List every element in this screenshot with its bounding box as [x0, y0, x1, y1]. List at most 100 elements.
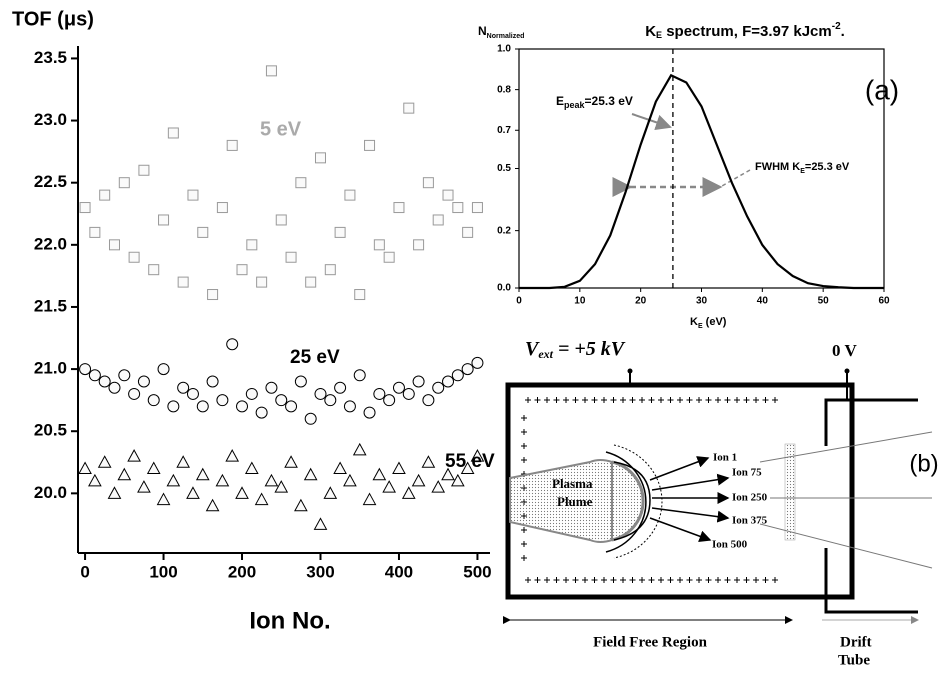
- plus: [629, 397, 636, 403]
- point: [334, 381, 347, 394]
- x-tick-label: 300: [306, 562, 334, 581]
- plus: [591, 397, 598, 403]
- y-tick-label: 23.5: [34, 48, 67, 67]
- region-label: Field Free Region: [593, 634, 708, 650]
- point: [470, 449, 485, 462]
- plus: [743, 397, 750, 403]
- x-tick-label: 30: [696, 296, 708, 307]
- shell: [605, 451, 647, 553]
- inset-y-label: NNormalized: [478, 24, 524, 40]
- plus: [639, 577, 645, 583]
- point: [383, 394, 396, 407]
- point: [108, 239, 120, 251]
- point: [452, 202, 464, 214]
- plus: [677, 397, 683, 403]
- point: [127, 449, 141, 462]
- y-tick-label: 0.2: [497, 225, 511, 236]
- point: [442, 189, 454, 201]
- point: [471, 202, 483, 214]
- y-tick-label: 21.5: [34, 296, 67, 315]
- series-label: 5 eV: [260, 118, 302, 140]
- point: [186, 387, 199, 400]
- point: [216, 202, 228, 214]
- plus: [582, 577, 588, 583]
- y-tick-label: 21.0: [34, 359, 67, 378]
- x-tick-label: 60: [878, 296, 890, 307]
- point: [176, 455, 191, 468]
- plus: [762, 397, 769, 403]
- point: [97, 455, 112, 468]
- point: [451, 369, 464, 382]
- point: [187, 189, 199, 201]
- ion-label: Ion 250: [732, 492, 768, 504]
- connector-dot: [844, 368, 850, 374]
- plus: [534, 577, 541, 583]
- y-tick-label: 20.5: [34, 421, 67, 440]
- point: [313, 517, 328, 530]
- x-tick-label: 100: [149, 562, 177, 581]
- point: [138, 164, 150, 176]
- plus: [705, 577, 712, 583]
- plus: [572, 397, 579, 403]
- point: [197, 226, 209, 238]
- plus: [686, 397, 693, 403]
- point: [275, 394, 288, 407]
- y-tick-label: 0.5: [497, 163, 511, 174]
- plus: [686, 577, 693, 583]
- point: [148, 264, 160, 276]
- plus: [525, 577, 531, 583]
- plus: [705, 397, 712, 403]
- point: [107, 486, 122, 499]
- point: [324, 264, 336, 276]
- plus: [521, 415, 527, 421]
- voltage-right: 0 V: [832, 341, 857, 360]
- plus: [553, 397, 560, 403]
- point: [431, 480, 446, 493]
- plus: [601, 577, 607, 583]
- drift-tube: [824, 548, 918, 614]
- plus: [667, 577, 674, 583]
- point: [167, 127, 179, 139]
- plus: [648, 577, 655, 583]
- plus: [772, 577, 778, 583]
- point: [216, 394, 229, 407]
- x-axis-label: Ion No.: [249, 607, 330, 634]
- point: [411, 473, 426, 487]
- point: [393, 202, 405, 214]
- point: [471, 356, 484, 369]
- ion-arrow: [649, 456, 710, 481]
- plus: [620, 577, 626, 583]
- point: [207, 289, 219, 301]
- point: [343, 400, 356, 413]
- point: [413, 239, 425, 251]
- plus: [553, 577, 560, 583]
- plus: [629, 577, 636, 583]
- grid-mesh: [784, 443, 796, 541]
- ion-label: Ion 75: [732, 467, 762, 479]
- x-tick-label: 200: [228, 562, 256, 581]
- point: [363, 406, 376, 419]
- point: [79, 363, 92, 376]
- point: [146, 461, 161, 474]
- point: [422, 177, 434, 189]
- point: [255, 406, 268, 419]
- x-tick-label: 40: [757, 296, 769, 307]
- fwhm-label: FWHM KE=25.3 eV: [755, 161, 850, 175]
- point: [295, 177, 307, 189]
- trajectory: [759, 523, 933, 569]
- plus: [658, 397, 664, 403]
- panel-label: (a): [865, 74, 899, 105]
- point: [383, 251, 395, 263]
- shell: [613, 461, 651, 541]
- point: [226, 139, 238, 151]
- plus: [724, 397, 731, 403]
- point: [362, 492, 377, 506]
- plus: [620, 397, 626, 403]
- point: [256, 276, 268, 288]
- point: [421, 455, 436, 468]
- point: [303, 467, 318, 481]
- point: [147, 394, 160, 407]
- point: [88, 369, 101, 382]
- y-tick-label: 22.0: [34, 234, 67, 253]
- chamber: [505, 382, 855, 600]
